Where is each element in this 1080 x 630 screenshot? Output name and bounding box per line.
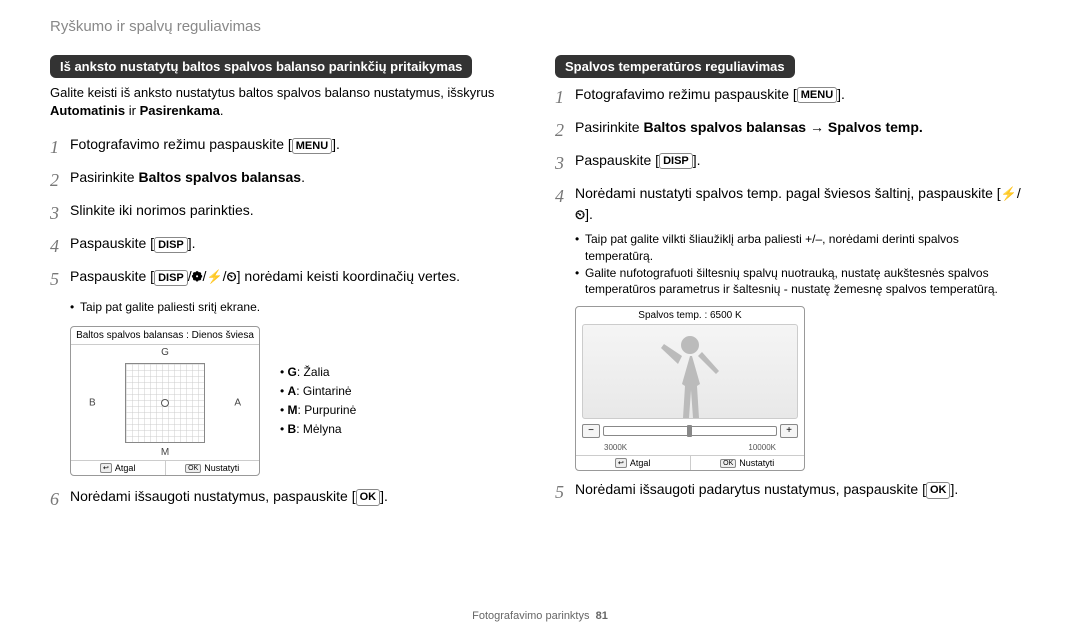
wb-grid: [125, 363, 205, 443]
color-temp-diagram: Spalvos temp. : 6500 K − + 3000K 10000K …: [575, 306, 805, 471]
r-step-2: Pasirinkite Baltos spalvos balansas → Sp…: [575, 117, 1030, 138]
ok-icon: OK: [356, 489, 381, 505]
ok-icon: OK: [185, 464, 201, 473]
r-step-4: Norėdami nustatyti spalvos temp. pagal š…: [575, 183, 1030, 225]
slider-track: [603, 426, 777, 436]
minus-button: −: [582, 424, 600, 438]
step-1: Fotografavimo režimu paspauskite [MENU].: [70, 134, 525, 155]
ct-back: ↩Atgal: [576, 456, 691, 470]
step-5: Paspauskite [DISP/❁/⚡/⏲] norėdami keisti…: [70, 266, 525, 287]
step-6: Norėdami išsaugoti nustatymus, paspauski…: [70, 486, 525, 507]
silhouette-icon: [650, 328, 730, 418]
back-icon: ↩: [615, 458, 627, 468]
slider-thumb: [687, 425, 692, 437]
disp-icon: DISP: [659, 153, 693, 169]
step5-bullet: Taip pat galite paliesti sritį ekrane.: [70, 299, 525, 316]
ok-icon: OK: [926, 482, 951, 498]
section-title: Ryškumo ir spalvų reguliavimas: [50, 18, 1030, 35]
ct-preview: [582, 324, 798, 419]
pill-color-temp: Spalvos temperatūros reguliavimas: [555, 55, 795, 78]
diagram-back: ↩Atgal: [71, 461, 166, 475]
menu-icon: MENU: [797, 87, 837, 103]
r-step4-bullet1: Taip pat galite vilkti šliaužiklį arba p…: [575, 231, 1030, 265]
plus-button: +: [780, 424, 798, 438]
page-footer: Fotografavimo parinktys 81: [0, 610, 1080, 622]
scale-max: 10000K: [748, 443, 776, 452]
disp-icon: DISP: [154, 237, 188, 253]
menu-icon: MENU: [292, 138, 332, 154]
axis-b: B: [89, 397, 96, 408]
axis-m: M: [161, 447, 169, 458]
axis-g: G: [161, 347, 169, 358]
right-column: Spalvos temperatūros reguliavimas 1Fotog…: [555, 55, 1030, 519]
diagram-set: OKNustatyti: [166, 461, 260, 475]
r-step4-bullet2: Galite nufotografuoti šiltesnių spalvų n…: [575, 265, 1030, 299]
intro-text: Galite keisti iš anksto nustatytus balto…: [50, 84, 525, 120]
scale-min: 3000K: [604, 443, 627, 452]
r-step-1: Fotografavimo režimu paspauskite [MENU].: [575, 84, 1030, 105]
legend: G: Žalia A: Gintarinė M: Purpurinė B: Mė…: [280, 363, 356, 440]
timer-icon: ⏲: [227, 269, 237, 284]
flash-icon: ⚡: [1001, 186, 1017, 201]
step-4: Paspauskite [DISP].: [70, 233, 525, 254]
timer-icon: ⏲: [575, 207, 585, 222]
wb-diagram-title: Baltos spalvos balansas : Dienos šviesa: [71, 327, 259, 345]
left-column: Iš anksto nustatytų baltos spalvos balan…: [50, 55, 525, 519]
axis-a: A: [234, 397, 241, 408]
disp-icon: DISP: [154, 270, 188, 286]
ct-set: OKNustatyti: [691, 456, 805, 470]
step-3: Slinkite iki norimos parinkties.: [70, 200, 525, 221]
r-step-5: Norėdami išsaugoti padarytus nustatymus,…: [575, 479, 1030, 500]
step-2: Pasirinkite Baltos spalvos balansas.: [70, 167, 525, 188]
back-icon: ↩: [100, 463, 112, 473]
flash-icon: ⚡: [206, 269, 222, 284]
macro-icon: ❁: [192, 269, 203, 284]
ok-icon: OK: [720, 459, 736, 468]
pill-preset-wb: Iš anksto nustatytų baltos spalvos balan…: [50, 55, 472, 78]
ct-slider: − +: [582, 424, 798, 438]
wb-grid-diagram: Baltos spalvos balansas : Dienos šviesa …: [70, 326, 260, 476]
r-step-3: Paspauskite [DISP].: [575, 150, 1030, 171]
ct-title: Spalvos temp. : 6500 K: [576, 307, 804, 324]
